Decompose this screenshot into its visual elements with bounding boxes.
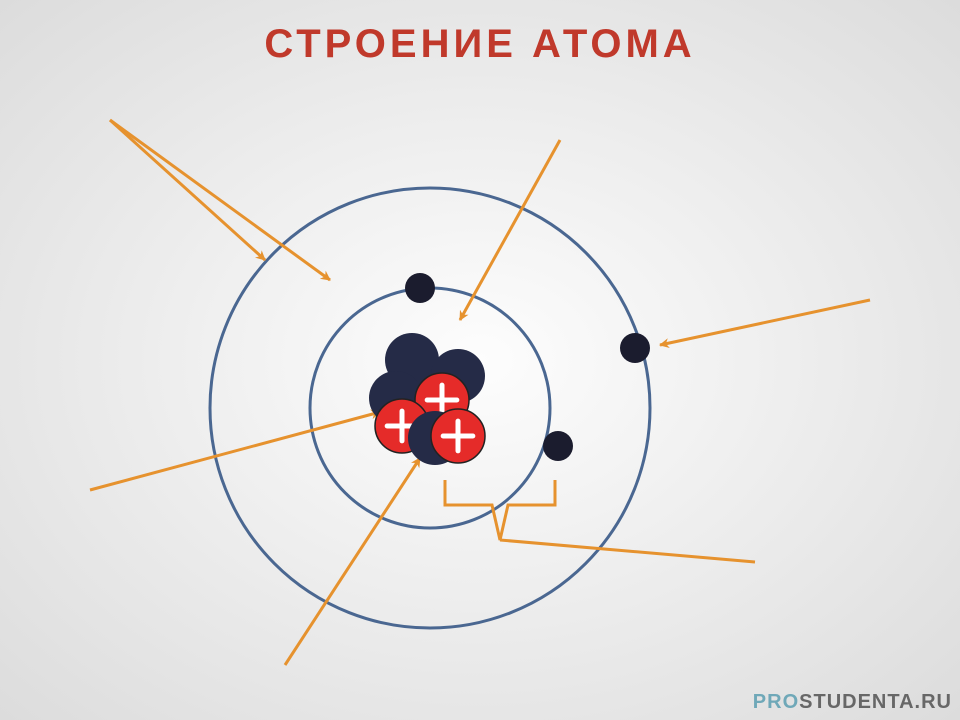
watermark: PROSTUDENTA.RU <box>753 691 952 714</box>
nucleus <box>369 333 485 465</box>
atom-diagram <box>0 0 960 720</box>
watermark-pre: PRO <box>753 691 799 713</box>
watermark-post: STUDENTA.RU <box>799 691 952 713</box>
annotation-arrows <box>90 120 870 665</box>
